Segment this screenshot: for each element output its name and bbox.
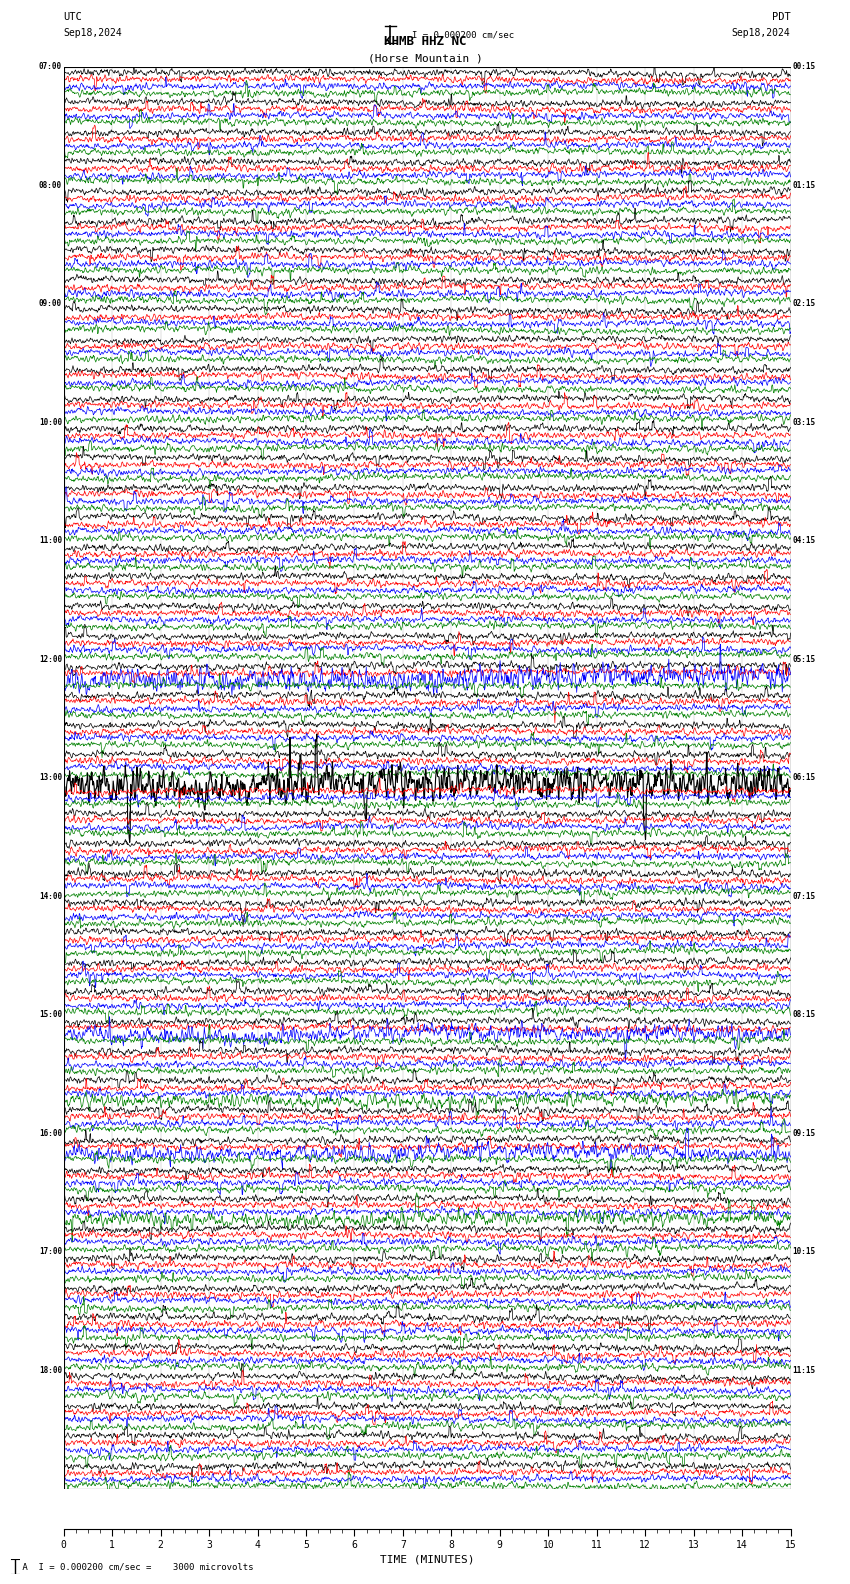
Text: 03:15: 03:15 (792, 418, 815, 426)
Text: 01:15: 01:15 (792, 181, 815, 190)
Text: PDT: PDT (772, 13, 791, 22)
Text: 02:15: 02:15 (792, 299, 815, 309)
Text: 11:00: 11:00 (39, 535, 62, 545)
Text: I = 0.000200 cm/sec: I = 0.000200 cm/sec (412, 30, 514, 40)
Text: 08:00: 08:00 (39, 181, 62, 190)
Text: KHMB HHZ NC: KHMB HHZ NC (383, 35, 467, 48)
Text: 17:00: 17:00 (39, 1247, 62, 1256)
Text: 18:00: 18:00 (39, 1365, 62, 1375)
Text: 09:15: 09:15 (792, 1129, 815, 1137)
Text: Sep18,2024: Sep18,2024 (64, 29, 122, 38)
Text: 05:15: 05:15 (792, 654, 815, 664)
X-axis label: TIME (MINUTES): TIME (MINUTES) (380, 1554, 474, 1565)
Text: 16:00: 16:00 (39, 1129, 62, 1137)
Text: A  I = 0.000200 cm/sec =    3000 microvolts: A I = 0.000200 cm/sec = 3000 microvolts (17, 1562, 253, 1571)
Text: Sep18,2024: Sep18,2024 (732, 29, 791, 38)
Text: 07:00: 07:00 (39, 62, 62, 71)
Text: UTC: UTC (64, 13, 82, 22)
Text: 10:00: 10:00 (39, 418, 62, 426)
Text: 09:00: 09:00 (39, 299, 62, 309)
Text: (Horse Mountain ): (Horse Mountain ) (367, 54, 483, 63)
Text: 08:15: 08:15 (792, 1011, 815, 1020)
Text: 00:15: 00:15 (792, 62, 815, 71)
Text: 04:15: 04:15 (792, 535, 815, 545)
Text: 11:15: 11:15 (792, 1365, 815, 1375)
Text: 13:00: 13:00 (39, 773, 62, 782)
Text: 15:00: 15:00 (39, 1011, 62, 1020)
Text: 12:00: 12:00 (39, 654, 62, 664)
Text: 07:15: 07:15 (792, 892, 815, 901)
Text: 06:15: 06:15 (792, 773, 815, 782)
Text: 14:00: 14:00 (39, 892, 62, 901)
Text: 10:15: 10:15 (792, 1247, 815, 1256)
